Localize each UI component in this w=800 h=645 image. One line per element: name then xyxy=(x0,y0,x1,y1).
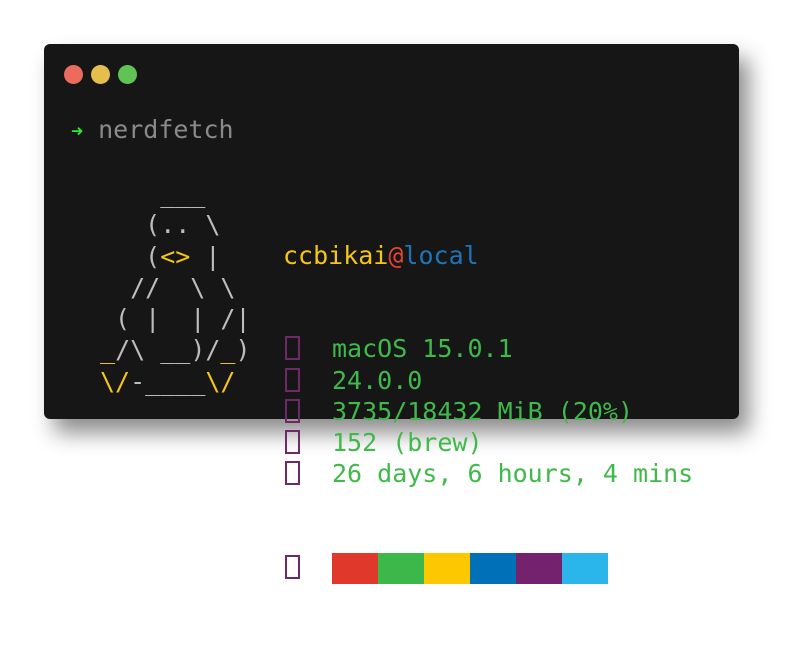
info-value: 26 days, 6 hours, 4 mins xyxy=(332,459,694,489)
logo-segment: ( | | /| xyxy=(100,304,251,334)
color-swatch xyxy=(332,552,378,584)
info-value: 152 (brew) xyxy=(332,428,483,458)
minimize-button[interactable] xyxy=(91,65,110,84)
logo-line: // \ \ xyxy=(100,272,251,303)
info-row: 24.0.0 xyxy=(283,365,693,396)
logo-segment: \/ xyxy=(100,366,131,396)
hostname: local xyxy=(403,241,479,270)
info-value: 3735/18432 MiB (20%) xyxy=(332,396,634,426)
logo-segment: /\ __)/ xyxy=(115,335,221,365)
logo-segment: ) xyxy=(235,335,251,365)
user-host: ccbikai@local xyxy=(283,240,693,271)
at-sign: @ xyxy=(388,241,404,270)
logo-line: (<> | xyxy=(100,241,251,272)
logo-segment: (.. \ xyxy=(100,210,221,240)
color-swatch xyxy=(378,552,424,584)
command-text: nerdfetch xyxy=(98,115,234,144)
prompt-line: ➜ nerdfetch xyxy=(71,114,234,147)
logo-line: _/\ __)/_) xyxy=(100,334,251,365)
color-swatch xyxy=(562,552,608,584)
info-row: 3735/18432 MiB (20%) xyxy=(283,396,693,427)
logo-segment: | xyxy=(190,241,221,271)
prompt-arrow-icon: ➜ xyxy=(71,119,84,143)
logo-line: \/-____\/ xyxy=(100,366,251,397)
logo-segment: -____ xyxy=(130,366,206,396)
logo-segment: ( xyxy=(100,241,161,271)
logo-line: ( | | /| xyxy=(100,303,251,334)
terminal-window: ➜ nerdfetch ___ (.. \ (<> | // \ \ ( | |… xyxy=(44,44,739,584)
logo-line: (.. \ xyxy=(100,209,251,240)
memory-icon xyxy=(285,398,300,423)
kernel-icon xyxy=(285,367,300,392)
color-swatch xyxy=(516,552,562,584)
system-info: ccbikai@local macOS 15.0.1 24.0.0 3735/184… xyxy=(283,178,693,645)
color-swatch xyxy=(424,552,470,584)
close-button[interactable] xyxy=(64,65,83,84)
logo-segment: \/ xyxy=(205,366,236,396)
logo-line: ___ xyxy=(100,178,251,209)
info-row: macOS 15.0.1 xyxy=(283,333,693,364)
info-value: macOS 15.0.1 xyxy=(332,334,513,364)
info-row: 26 days, 6 hours, 4 mins xyxy=(283,458,693,489)
info-value: 24.0.0 xyxy=(332,365,423,395)
info-row: 152 (brew) xyxy=(283,427,693,458)
os-icon xyxy=(285,336,300,361)
logo-segment: ___ xyxy=(100,179,206,208)
logo-segment: // \ \ xyxy=(100,272,236,302)
logo-segment: _ xyxy=(100,335,116,365)
logo-segment: <> xyxy=(160,241,191,271)
palette-icon xyxy=(285,554,300,579)
maximize-button[interactable] xyxy=(118,65,137,84)
packages-icon xyxy=(285,430,300,455)
uptime-icon xyxy=(285,461,300,486)
color-palette-row xyxy=(283,552,693,584)
ascii-logo: ___ (.. \ (<> | // \ \ ( | | /| _/\ __)/_… xyxy=(100,178,251,397)
color-palette xyxy=(332,552,608,591)
logo-segment: _ xyxy=(220,335,236,365)
color-swatch xyxy=(470,552,516,584)
username: ccbikai xyxy=(283,241,389,270)
